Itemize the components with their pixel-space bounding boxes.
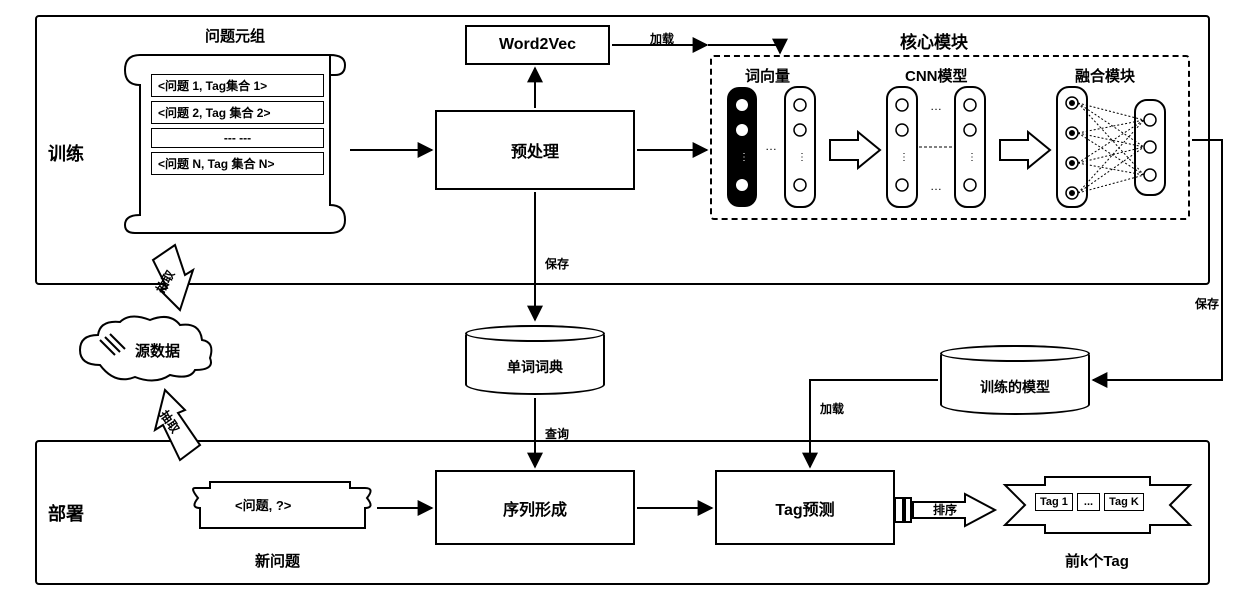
topk-tag: Tag K <box>1104 493 1144 511</box>
save1-label: 保存 <box>545 255 569 272</box>
source-label: 源数据 <box>135 340 180 361</box>
save2-label: 保存 <box>1195 295 1219 312</box>
cnn-diagram: ⋮ ⋮ … … <box>885 85 995 210</box>
tuple-title: 问题元组 <box>205 25 265 46</box>
word2vec-label: Word2Vec <box>499 36 576 54</box>
topk-tag: Tag 1 <box>1035 493 1073 511</box>
tuple-items: <问题 1, Tag集合 1> <问题 2, Tag 集合 2> --- ---… <box>145 70 330 179</box>
cnn-label: CNN模型 <box>905 65 968 86</box>
topk-tag: ... <box>1077 493 1100 511</box>
svg-text:…: … <box>930 179 942 193</box>
newq-text: <问题, ?> <box>235 495 291 514</box>
svg-text:⋮: ⋮ <box>739 152 749 163</box>
topk-title: 前k个Tag <box>1065 550 1129 571</box>
sort-label: 排序 <box>933 501 957 518</box>
embed-label: 词向量 <box>745 65 790 86</box>
preprocess-box: 预处理 <box>435 110 635 190</box>
model-label: 训练的模型 <box>942 377 1088 397</box>
tagpred-label: Tag预测 <box>775 496 834 520</box>
svg-text:⋮: ⋮ <box>967 152 977 163</box>
fat-arrow-2 <box>998 130 1053 170</box>
svg-text:…: … <box>765 139 777 153</box>
dict-cylinder: 单词词典 <box>465 325 605 395</box>
fusion-label: 融合模块 <box>1075 65 1135 86</box>
svg-text:⋮: ⋮ <box>899 152 909 163</box>
topk-tags: Tag 1 ... Tag K <box>1035 493 1144 511</box>
core-title: 核心模块 <box>900 28 968 53</box>
embed-diagram: ⋮ ⋮ … <box>725 85 825 210</box>
svg-text:…: … <box>930 99 942 113</box>
tuple-item: <问题 1, Tag集合 1> <box>151 74 324 97</box>
load2-label: 加载 <box>820 400 844 417</box>
fat-arrow-1 <box>828 130 883 170</box>
tuple-item: <问题 2, Tag 集合 2> <box>151 101 324 124</box>
tuple-item: <问题 N, Tag 集合 N> <box>151 152 324 175</box>
model-cylinder: 训练的模型 <box>940 345 1090 415</box>
query-label: 查询 <box>545 425 569 442</box>
tagpred-box: Tag预测 <box>715 470 895 545</box>
tuple-item: --- --- <box>151 128 324 148</box>
train-label: 训练 <box>48 140 84 166</box>
fusion-diagram <box>1055 85 1175 210</box>
seqform-label: 序列形成 <box>503 496 567 520</box>
word2vec-box: Word2Vec <box>465 25 610 65</box>
svg-text:⋮: ⋮ <box>797 152 807 163</box>
preprocess-label: 预处理 <box>511 138 559 162</box>
dict-label: 单词词典 <box>467 357 603 377</box>
deploy-label: 部署 <box>48 500 84 526</box>
seqform-box: 序列形成 <box>435 470 635 545</box>
load1-label: 加载 <box>650 30 674 47</box>
newq-title: 新问题 <box>255 550 300 571</box>
